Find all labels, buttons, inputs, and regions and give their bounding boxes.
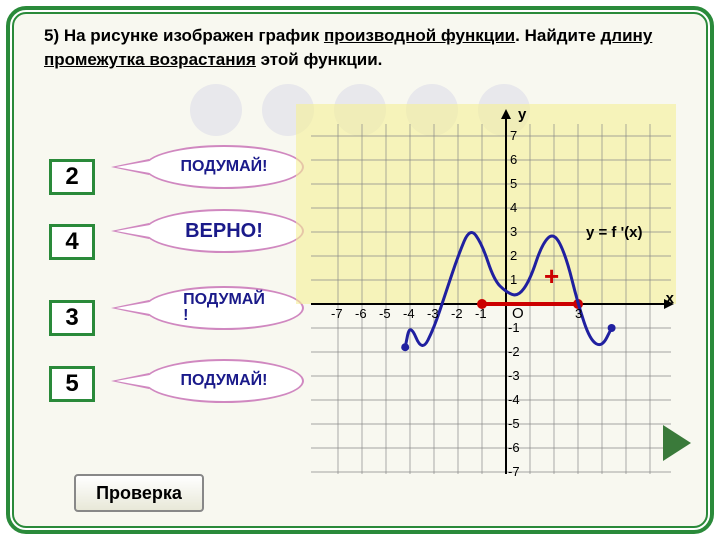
question-text: 5) На рисунке изображен график производн… — [14, 14, 706, 80]
feedback-bubble-2: ВЕРНО! — [144, 209, 304, 253]
feedback-text: ПОДУМАЙ! — [181, 372, 268, 390]
y-tick-label: 3 — [510, 224, 517, 239]
answer-value: 4 — [65, 228, 78, 256]
chart-area: y x O y = f '(x) + 7654321-1-2-3-4-5-6-7… — [296, 104, 676, 474]
x-tick-label: -2 — [451, 306, 463, 321]
feedback-text: ВЕРНО! — [185, 220, 263, 243]
y-tick-label: 2 — [510, 248, 517, 263]
function-label: y = f '(x) — [586, 224, 643, 241]
y-tick-label: -6 — [508, 440, 520, 455]
check-button[interactable]: Проверка — [74, 474, 204, 512]
question-suffix: этой функции. — [256, 50, 383, 69]
curve-endpoint — [608, 324, 616, 332]
answer-button-3[interactable]: 3 — [49, 300, 95, 336]
y-tick-label: -4 — [508, 392, 520, 407]
question-middle: . Найдите — [515, 26, 600, 45]
y-tick-label: -2 — [508, 344, 520, 359]
x-tick-label: -7 — [331, 306, 343, 321]
y-tick-label: 7 — [510, 128, 517, 143]
feedback-text: ПОДУМАЙ! — [183, 292, 265, 324]
answer-button-2[interactable]: 2 — [49, 159, 95, 195]
bg-circle — [190, 84, 242, 136]
answer-value: 5 — [65, 370, 78, 398]
plus-symbol: + — [544, 261, 559, 292]
inner-frame: 5) На рисунке изображен график производн… — [12, 12, 708, 528]
answer-value: 2 — [65, 163, 78, 191]
chart-svg — [296, 104, 676, 474]
y-tick-label: -5 — [508, 416, 520, 431]
x-axis-label: x — [666, 290, 674, 307]
feedback-bubble-4: ПОДУМАЙ! — [144, 359, 304, 403]
y-tick-label: 6 — [510, 152, 517, 167]
check-button-label: Проверка — [96, 483, 182, 503]
x-tick-label: -6 — [355, 306, 367, 321]
answer-value: 3 — [65, 304, 78, 332]
y-tick-label: 1 — [510, 272, 517, 287]
y-axis-label: y — [518, 106, 526, 123]
curve-endpoint — [401, 343, 409, 351]
question-underlined-1: производной функции — [324, 26, 515, 45]
answer-button-4[interactable]: 4 — [49, 224, 95, 260]
feedback-text: ПОДУМАЙ! — [181, 158, 268, 176]
x-tick-label: -1 — [475, 306, 487, 321]
feedback-bubble-3: ПОДУМАЙ! — [144, 286, 304, 330]
feedback-bubble-1: ПОДУМАЙ! — [144, 145, 304, 189]
y-tick-label: -7 — [508, 464, 520, 479]
x-tick-label: -5 — [379, 306, 391, 321]
y-axis-arrow — [501, 109, 511, 119]
y-tick-label: -1 — [508, 320, 520, 335]
question-prefix: 5) На рисунке изображен график — [44, 26, 324, 45]
x-tick-label-3: 3 — [575, 306, 582, 321]
y-tick-label: 5 — [510, 176, 517, 191]
x-tick-label: -3 — [427, 306, 439, 321]
next-arrow-icon[interactable] — [663, 425, 691, 461]
answer-button-5[interactable]: 5 — [49, 366, 95, 402]
x-tick-label: -4 — [403, 306, 415, 321]
y-tick-label: 4 — [510, 200, 517, 215]
y-tick-label: -3 — [508, 368, 520, 383]
